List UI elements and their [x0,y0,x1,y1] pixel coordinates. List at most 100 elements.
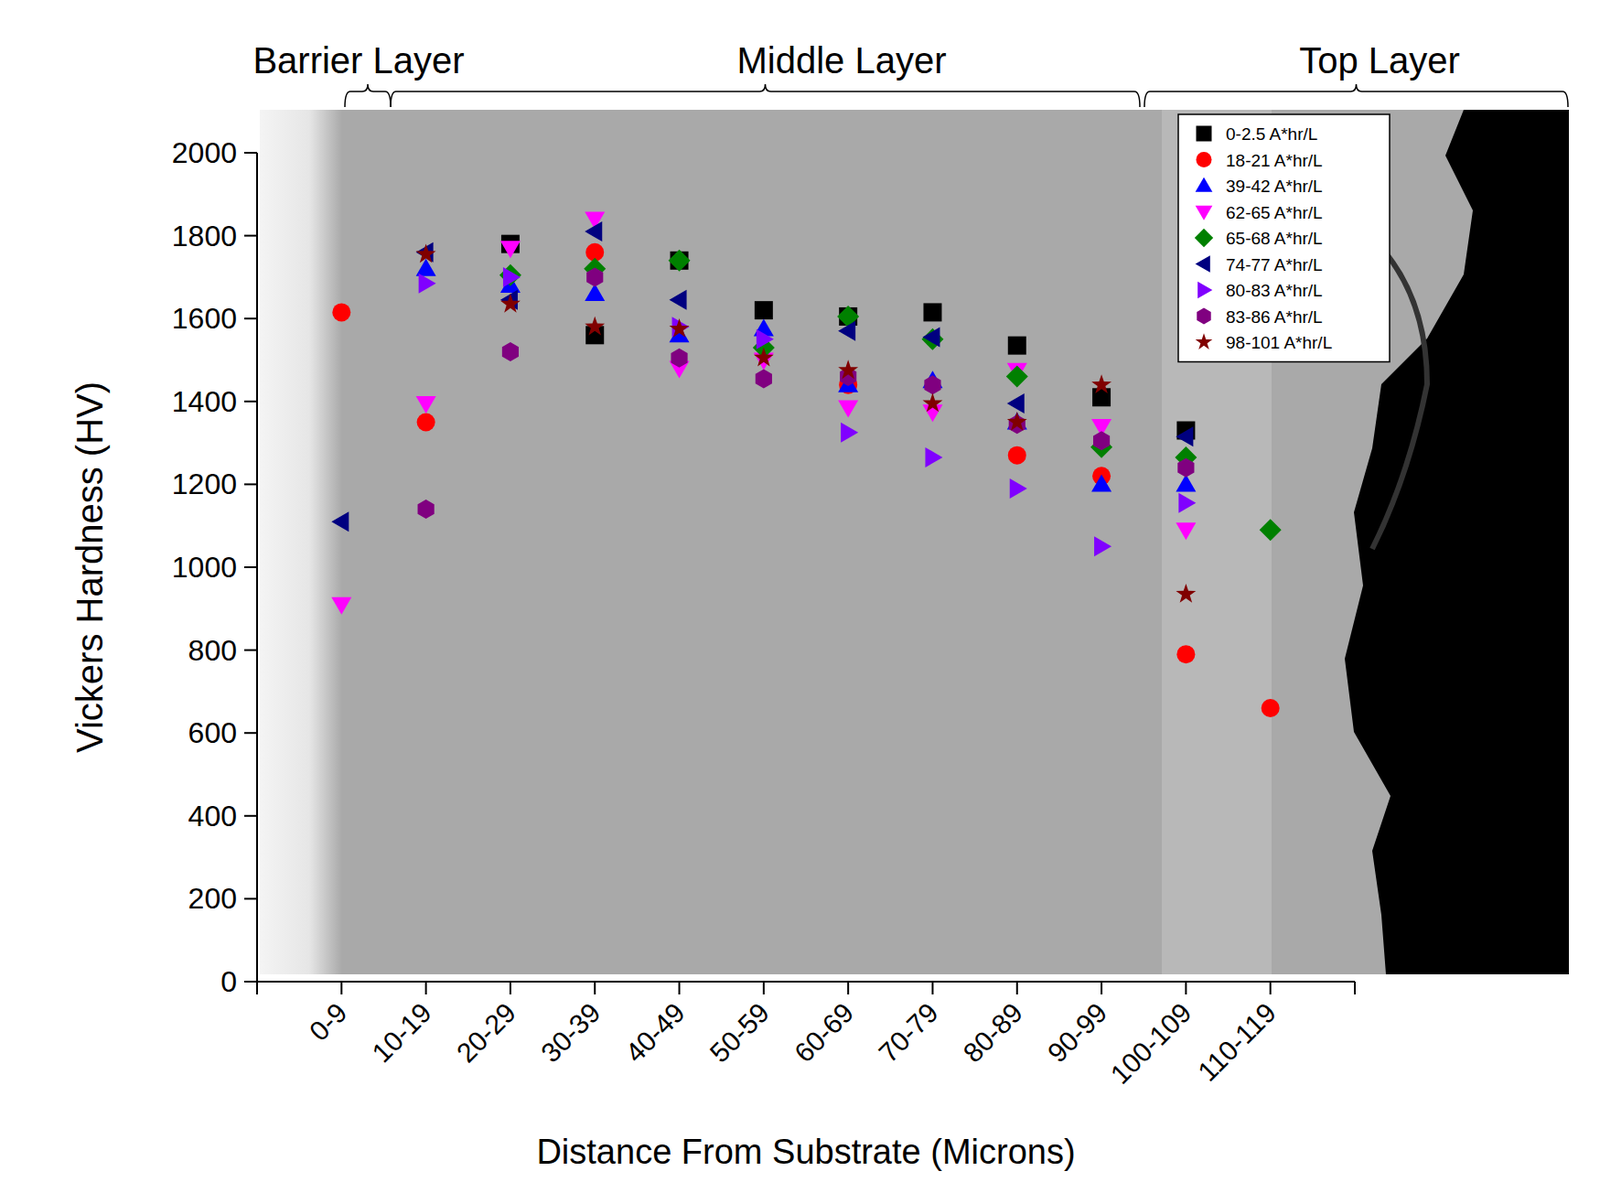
point [1009,478,1028,499]
y-tick [244,317,258,320]
point [754,300,774,320]
y-tick [244,483,258,485]
legend-marker [1194,228,1214,247]
x-axis [257,980,1355,983]
point [331,511,349,532]
legend-marker [1195,177,1214,193]
y-tick [244,731,258,734]
point [923,375,941,395]
legend-marker [1195,205,1214,221]
point [837,305,860,328]
legend-label: 83-86 A*hr/L [1225,307,1323,327]
point [922,327,940,348]
x-tick [593,981,596,995]
point [1007,393,1025,414]
layer-label: Top Layer [1299,40,1461,81]
point [1175,522,1196,540]
point [837,359,859,379]
chart: Barrier LayerMiddle LayerTop Layer020040… [0,0,1600,1182]
point [1177,458,1194,478]
point [417,412,436,431]
x-tick [256,981,258,995]
point [753,347,774,367]
x-tick [1016,981,1019,995]
x-tick-label: 50-59 [703,997,775,1069]
x-tick [762,981,765,995]
point [500,240,521,258]
point [1006,365,1029,388]
x-axis-title: Distance From Substrate (Microns) [536,1132,1075,1171]
x-tick-label: 0-9 [303,997,354,1047]
point [1091,473,1112,492]
point [1091,374,1112,394]
y-axis-title: Vickers Hardness (HV) [69,381,110,753]
legend-label: 18-21 A*hr/L [1225,150,1323,171]
point [837,400,859,419]
x-tick [1100,981,1103,995]
point [756,329,774,350]
y-tick [244,980,258,983]
point [1008,446,1027,465]
point [1178,493,1196,514]
legend-label: 0-2.5 A*hr/L [1225,124,1318,144]
point [1175,583,1196,603]
legend-label: 74-77 A*hr/L [1225,255,1323,275]
legend-label: 39-42 A*hr/L [1225,176,1323,196]
legend-label: 62-65 A*hr/L [1225,203,1323,223]
point [923,393,944,413]
point [1259,518,1282,541]
point [669,289,688,311]
x-tick [678,981,681,995]
legend-marker [1195,332,1214,350]
point [837,321,856,342]
legend-label: 65-68 A*hr/L [1225,228,1323,248]
point [1093,430,1110,451]
point [668,249,691,272]
point [924,447,943,468]
point [1092,387,1111,407]
legend-box [1178,114,1390,363]
y-tick-label: 1400 [171,385,237,419]
x-tick-label: 20-29 [451,997,523,1069]
x-tick [1184,981,1187,995]
point [503,267,521,288]
x-tick-label: 30-39 [535,997,607,1069]
x-tick [340,981,343,995]
point [500,293,521,313]
x-tick-label: 90-99 [1041,997,1114,1069]
point [669,318,690,338]
point [1094,536,1112,557]
layer-brace [1144,84,1568,108]
legend-marker [1196,126,1213,142]
point [923,302,942,322]
y-tick-label: 1600 [171,301,237,335]
point [584,316,605,336]
point [332,302,351,322]
point [1261,698,1280,718]
point [584,221,602,242]
point [1176,644,1195,664]
x-tick-label: 10-19 [365,997,438,1069]
x-tick [847,981,849,995]
point [586,267,603,287]
y-tick-label: 2000 [171,136,237,170]
legend: 0-2.5 A*hr/L 18-21 A*hr/L 39-42 A*hr/L 62-6… [1178,114,1390,363]
point [416,243,437,263]
point [502,342,519,362]
point [416,396,437,414]
point [331,597,352,615]
y-tick-label: 400 [188,799,237,833]
x-tick [509,981,512,995]
legend-label: 80-83 A*hr/L [1225,280,1323,301]
layer-brace [390,84,1140,108]
micrograph-backdrop [259,109,1569,975]
y-tick [244,649,258,652]
x-tick-label: 80-89 [956,997,1029,1069]
point [1175,426,1193,447]
legend-marker [1195,255,1211,273]
points [331,211,1281,718]
x-tick-label: 70-79 [872,997,945,1069]
y-tick-label: 1000 [171,550,237,584]
y-tick [244,566,258,569]
y-tick-label: 1200 [171,467,237,501]
